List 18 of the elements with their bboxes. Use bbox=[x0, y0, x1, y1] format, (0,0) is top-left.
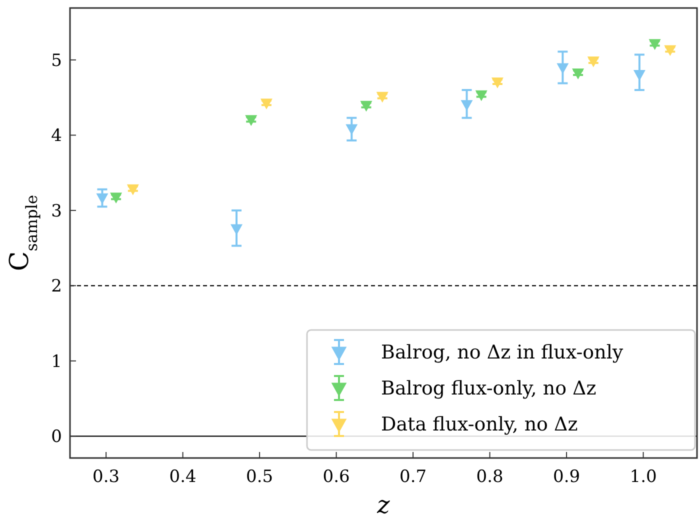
x-tick-label: 0.9 bbox=[553, 467, 580, 487]
x-axis-title: z bbox=[376, 491, 390, 519]
x-tick-label: 0.3 bbox=[92, 467, 120, 487]
legend-label: Data flux-only, no Δz bbox=[381, 414, 578, 436]
x-tick-label: 0.8 bbox=[476, 467, 504, 487]
y-tick-label: 0 bbox=[51, 427, 62, 448]
x-tick-label: 1.0 bbox=[630, 467, 657, 487]
x-tick-label: 0.4 bbox=[169, 467, 196, 487]
x-tick-label: 0.7 bbox=[400, 467, 427, 487]
x-tick-label: 0.5 bbox=[246, 467, 274, 487]
x-tick-label: 0.6 bbox=[322, 467, 350, 487]
legend-label: Balrog, no Δz in flux-only bbox=[381, 342, 624, 364]
legend-label: Balrog flux-only, no Δz bbox=[381, 378, 596, 400]
y-tick-label: 4 bbox=[51, 126, 62, 146]
y-tick-label: 3 bbox=[51, 201, 62, 222]
y-tick-label: 1 bbox=[51, 352, 62, 372]
y-tick-label: 5 bbox=[51, 50, 62, 71]
y-tick-label: 2 bbox=[51, 276, 62, 297]
